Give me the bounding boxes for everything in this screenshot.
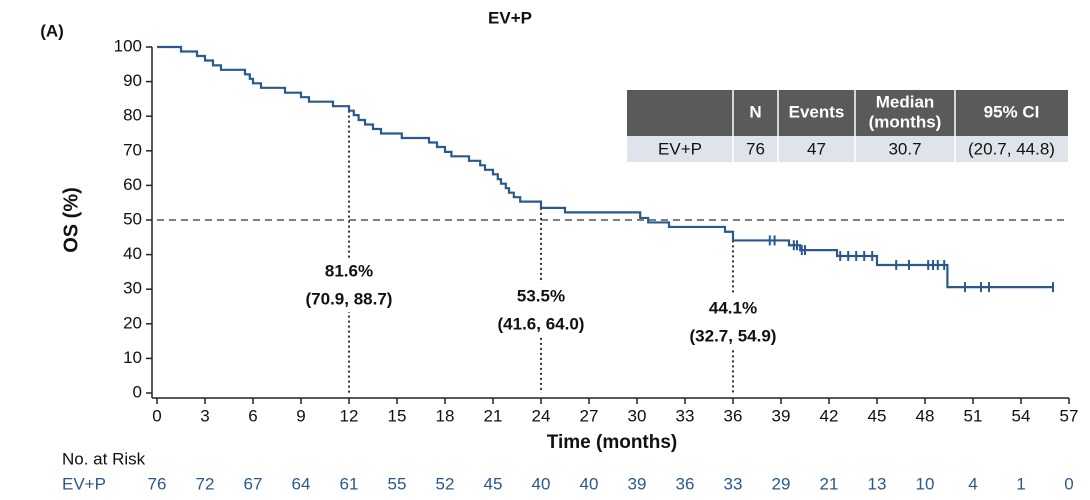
y-tick-label: 80 [123, 106, 142, 125]
at-risk-value: 29 [772, 474, 791, 493]
landmark-label: 44.1% [709, 298, 757, 317]
chart-title: EV+P [488, 8, 532, 27]
table-header: (months) [869, 112, 942, 131]
table-cell: 76 [746, 139, 765, 158]
x-tick-label: 9 [296, 406, 305, 425]
y-tick-label: 0 [133, 382, 142, 401]
table-cell: EV+P [658, 139, 702, 158]
table-header: 95% CI [984, 102, 1040, 121]
at-risk-value: 0 [1064, 474, 1073, 493]
at-risk-value: 13 [868, 474, 887, 493]
x-tick-label: 0 [152, 406, 161, 425]
at-risk-value: 55 [388, 474, 407, 493]
table-header: Median [876, 92, 935, 111]
x-tick-label: 3 [200, 406, 209, 425]
at-risk-value: 21 [820, 474, 839, 493]
label-bg [665, 295, 801, 349]
at-risk-value: 40 [532, 474, 551, 493]
at-risk-value: 4 [968, 474, 977, 493]
y-tick-label: 90 [123, 71, 142, 90]
x-tick-label: 48 [916, 406, 935, 425]
x-tick-label: 27 [580, 406, 599, 425]
landmark-ci: (70.9, 88.7) [306, 289, 393, 308]
x-tick-label: 54 [1012, 406, 1031, 425]
table-cell: (20.7, 44.8) [968, 139, 1055, 158]
x-tick-label: 51 [964, 406, 983, 425]
at-risk-value: 52 [436, 474, 455, 493]
at-risk-value: 64 [292, 474, 311, 493]
landmark-label: 81.6% [325, 261, 373, 280]
x-tick-label: 15 [388, 406, 407, 425]
table-row-bg [627, 136, 1068, 162]
x-axis-label: Time (months) [547, 432, 678, 453]
y-tick-label: 100 [114, 36, 142, 55]
at-risk-title: No. at Risk [62, 449, 146, 468]
x-tick-label: 45 [868, 406, 887, 425]
y-tick-label: 60 [123, 175, 142, 194]
table-header: Events [789, 102, 845, 121]
y-tick-label: 50 [123, 209, 142, 228]
landmark-label: 53.5% [517, 286, 565, 305]
at-risk-value: 36 [676, 474, 695, 493]
at-risk-value: 40 [580, 474, 599, 493]
at-risk-value: 67 [244, 474, 263, 493]
y-tick-label: 30 [123, 279, 142, 298]
y-tick-label: 40 [123, 244, 142, 263]
at-risk-value: 1 [1016, 474, 1025, 493]
x-tick-label: 24 [532, 406, 551, 425]
landmark-ci: (41.6, 64.0) [498, 314, 585, 333]
at-risk-value: 72 [196, 474, 215, 493]
at-risk-value: 45 [484, 474, 503, 493]
y-tick-label: 70 [123, 140, 142, 159]
table-cell: 47 [807, 139, 826, 158]
table-cell: 30.7 [888, 139, 921, 158]
survival-curve [157, 45, 1053, 289]
x-tick-label: 42 [820, 406, 839, 425]
x-tick-label: 6 [248, 406, 257, 425]
x-tick-label: 36 [724, 406, 743, 425]
label-bg [281, 258, 417, 312]
x-tick-label: 18 [436, 406, 455, 425]
at-risk-value: 10 [916, 474, 935, 493]
at-risk-value: 33 [724, 474, 743, 493]
x-tick-label: 12 [340, 406, 359, 425]
x-tick-label: 30 [628, 406, 647, 425]
at-risk-value: 61 [340, 474, 359, 493]
at-risk-label: EV+P [62, 474, 106, 493]
y-tick-label: 20 [123, 313, 142, 332]
at-risk-value: 76 [148, 474, 167, 493]
panel-label: (A) [40, 21, 64, 40]
x-tick-label: 39 [772, 406, 791, 425]
label-bg [473, 283, 609, 337]
x-tick-label: 57 [1060, 406, 1079, 425]
y-tick-label: 10 [123, 348, 142, 367]
x-tick-label: 33 [676, 406, 695, 425]
table-header-bg [627, 90, 1068, 136]
x-tick-label: 21 [484, 406, 503, 425]
at-risk-value: 39 [628, 474, 647, 493]
table-header: N [749, 102, 761, 121]
y-axis-label: OS (%) [60, 187, 82, 253]
landmark-ci: (32.7, 54.9) [690, 326, 777, 345]
